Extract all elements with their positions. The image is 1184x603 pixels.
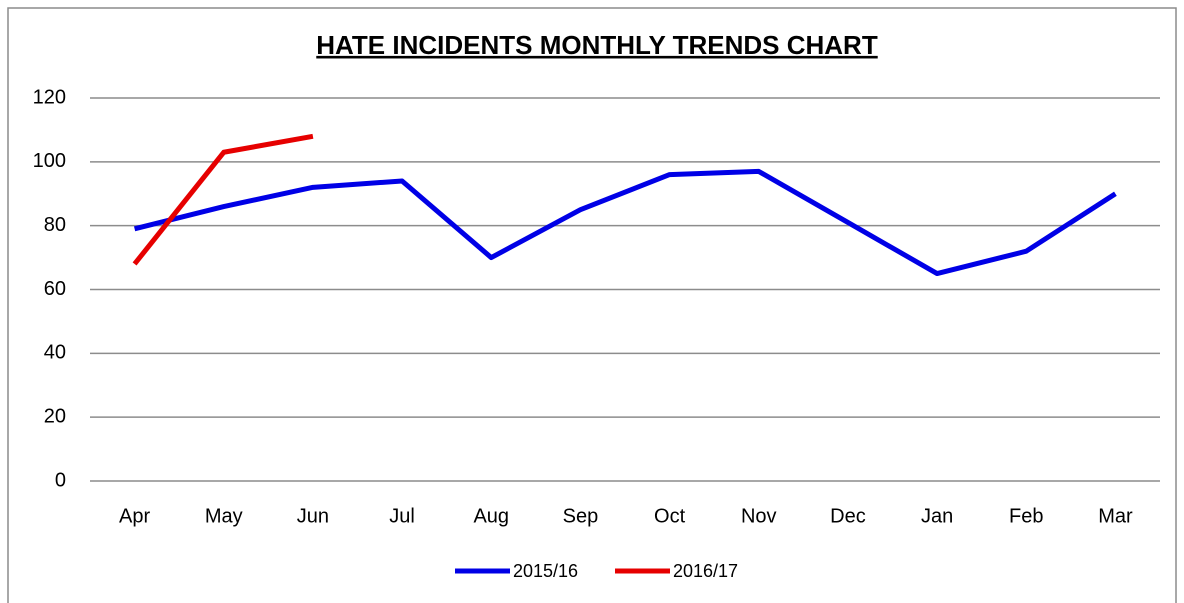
chart-frame: [7, 7, 1177, 603]
x-tick-label: Jun: [297, 505, 329, 527]
x-tick-label: Nov: [741, 505, 777, 527]
y-tick-label: 80: [44, 214, 66, 236]
y-tick-label: 60: [44, 278, 66, 300]
x-tick-label: Jan: [921, 505, 953, 527]
x-tick-label: Mar: [1098, 505, 1133, 527]
x-tick-label: Sep: [563, 505, 599, 527]
series-line: [132, 133, 314, 266]
legend-label: 2016/17: [673, 561, 738, 581]
y-tick-label: 100: [33, 150, 66, 172]
y-tick-label: 20: [44, 405, 66, 427]
chart-title: HATE INCIDENTS MONTHLY TRENDS CHART: [316, 30, 878, 60]
y-tick-label: 40: [44, 342, 66, 364]
y-tick-label: 120: [33, 86, 66, 108]
x-tick-label: Jul: [389, 505, 415, 527]
y-tick-label: 0: [55, 469, 66, 491]
x-tick-label: May: [205, 505, 243, 527]
x-tick-label: Oct: [654, 505, 686, 527]
x-tick-label: Apr: [119, 505, 150, 527]
x-tick-label: Dec: [830, 505, 866, 527]
series-line: [133, 168, 1117, 277]
x-tick-label: Aug: [473, 505, 509, 527]
legend-label: 2015/16: [513, 561, 578, 581]
x-tick-label: Feb: [1009, 505, 1043, 527]
